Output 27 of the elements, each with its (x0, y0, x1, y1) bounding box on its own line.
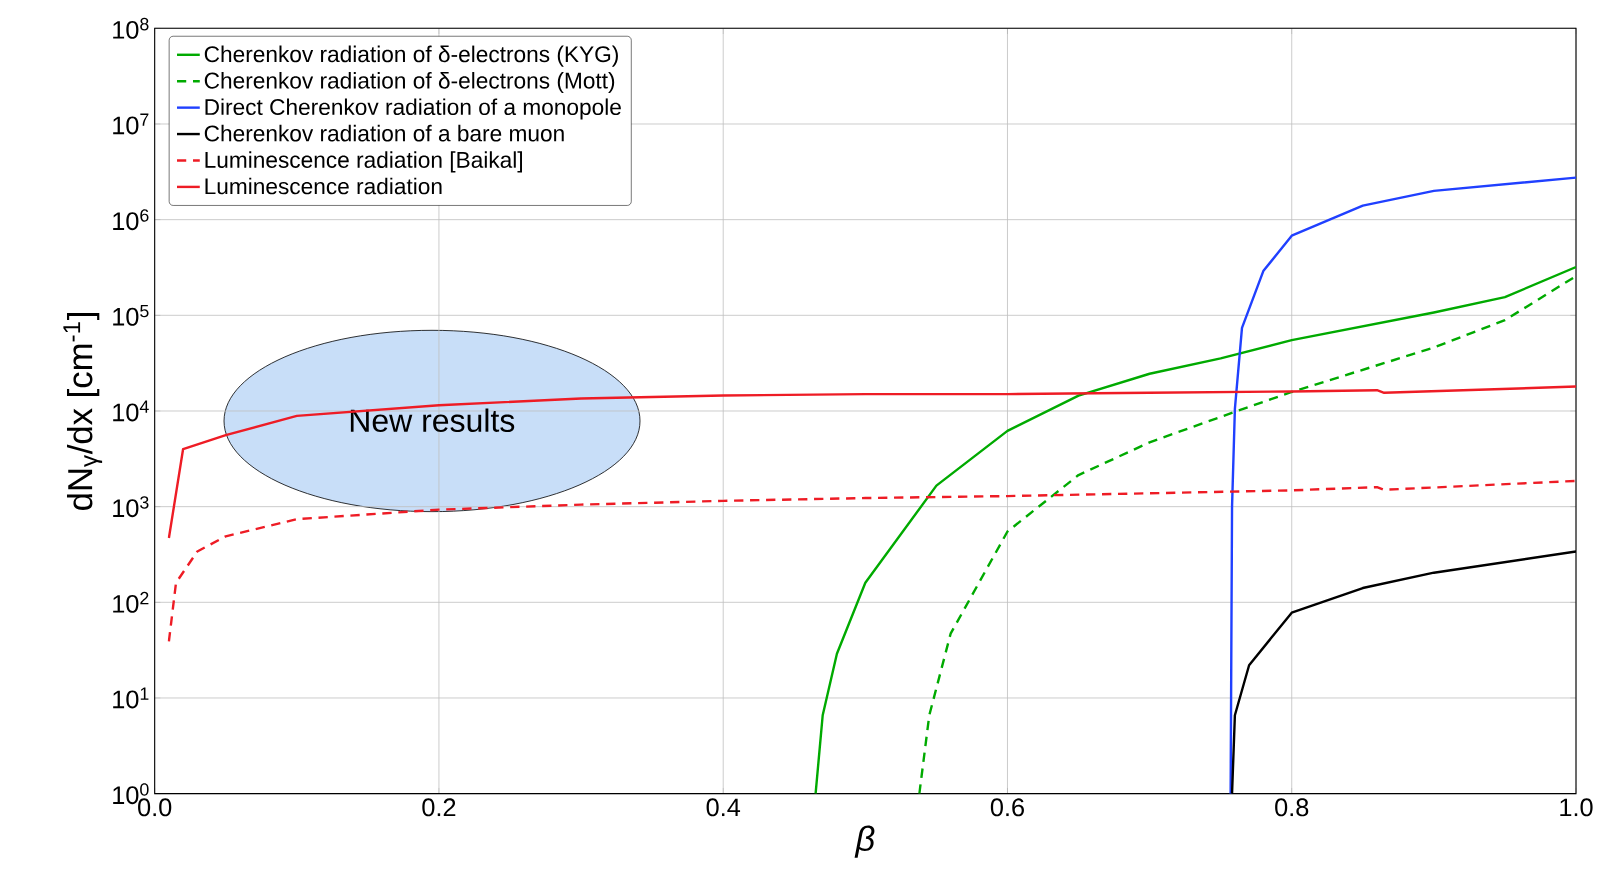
legend-label: Cherenkov radiation of a bare muon (204, 124, 564, 142)
y-tick-label: 10$^{8}$ (113, 17, 149, 39)
x-axis-title: β (854, 825, 875, 858)
x-tick-label: 1.0 (1560, 798, 1593, 817)
y-tick-label: 10$^{2}$ (113, 591, 149, 613)
x-tick-label: 0.6 (990, 798, 1024, 817)
legend-label: Luminescence radiation [Baikal] (205, 151, 522, 173)
y-axis-title: dN$_{γ}$/dx [cm$^{-1}$] (63, 313, 103, 510)
y-tick-label: 10$^{5}$ (113, 304, 149, 326)
line-series (814, 265, 1576, 794)
y-tick-label: 10$^{7}$ (113, 113, 149, 135)
legend-label: Luminescence radiation (205, 177, 442, 195)
y-tick-label: 10$^{6}$ (113, 209, 149, 231)
line-series (918, 274, 1576, 794)
x-tick-label: 0.8 (1275, 798, 1309, 817)
legend-label: Cherenkov radiation of δ-electrons (Mott) (204, 72, 615, 94)
x-tick-label: 0.4 (706, 798, 741, 817)
y-tick-label: 10$^{3}$ (113, 496, 149, 518)
x-tick-label: 0.2 (422, 798, 456, 817)
y-tick-label: 10$^{4}$ (113, 400, 149, 422)
line-series (167, 385, 1576, 540)
y-tick-label: 10$^{1}$ (113, 687, 149, 709)
annotation: New results (350, 408, 515, 433)
line-series (1229, 176, 1576, 794)
legend-label: Direct Cherenkov radiation of a monopole (205, 98, 621, 120)
line-series (167, 479, 1576, 643)
legend-label: Cherenkov radiation of δ-electrons (KYG) (204, 45, 618, 67)
